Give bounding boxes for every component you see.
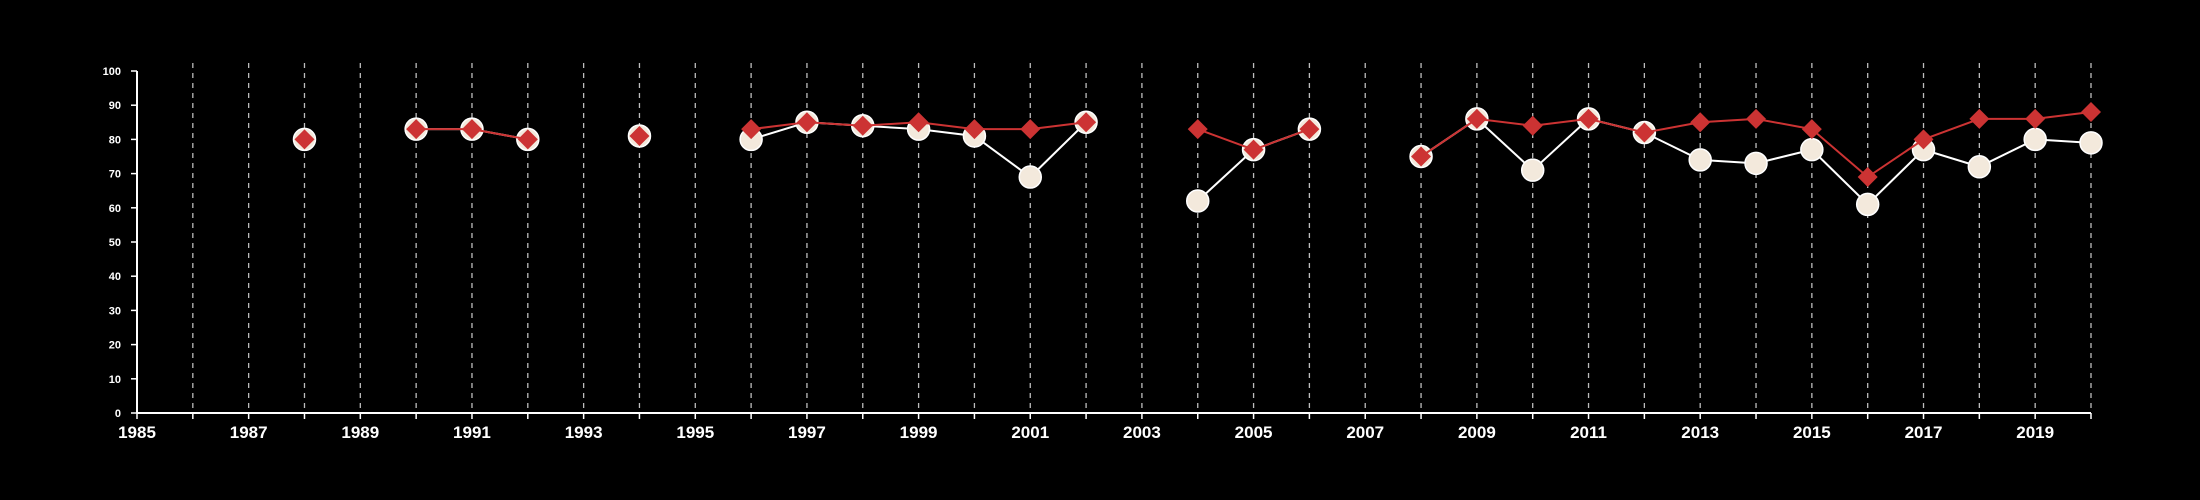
- series-1-point: [1855, 192, 1880, 217]
- y-tick-label: 30: [109, 305, 121, 317]
- series-2-point: [1187, 119, 1208, 140]
- series-2-point: [517, 129, 538, 150]
- series-2-point: [852, 115, 873, 136]
- series-2-point: [2025, 108, 2046, 129]
- series-2-point: [629, 125, 650, 146]
- y-tick-label: 80: [109, 134, 121, 146]
- series-2-point: [1243, 139, 1264, 160]
- series-2-point: [1578, 108, 1599, 129]
- series-2-point: [1522, 115, 1543, 136]
- series-1-point: [1018, 165, 1043, 189]
- series-1-point: [1185, 189, 1210, 213]
- series-1-point: [1520, 158, 1545, 182]
- series-2-point: [294, 129, 315, 150]
- series-2-point: [1857, 167, 1878, 188]
- x-tick-label: 1985: [118, 423, 156, 442]
- x-tick-label: 1989: [341, 423, 379, 442]
- series-2-point: [1020, 119, 1041, 140]
- y-tick-label: 10: [109, 374, 121, 386]
- series-2-point: [1411, 146, 1432, 167]
- series-2-point: [1466, 108, 1487, 129]
- x-tick-label: 1997: [788, 423, 826, 442]
- series-2-point: [1299, 119, 1320, 140]
- x-tick-label: 1993: [565, 423, 603, 442]
- x-tick-label: 2013: [1681, 423, 1719, 442]
- series-2-point: [406, 119, 427, 140]
- y-tick-label: 60: [109, 203, 121, 215]
- y-tick-label: 20: [109, 340, 121, 352]
- x-tick-label: 1995: [676, 423, 714, 442]
- series-1-point: [1800, 137, 1824, 162]
- series-2-point: [908, 112, 929, 133]
- y-tick-label: 100: [103, 66, 121, 78]
- x-tick-label: 1999: [900, 423, 938, 442]
- series-2-point: [461, 119, 482, 140]
- y-tick-label: 40: [109, 271, 121, 283]
- series-1-point: [1744, 151, 1768, 176]
- series-1-point: [1688, 148, 1712, 172]
- series-2-point: [2081, 102, 2101, 123]
- x-tick-label: 2015: [1793, 423, 1831, 442]
- x-tick-label: 1991: [453, 423, 491, 442]
- series-2-point: [1801, 119, 1822, 140]
- x-tick-label: 2003: [1123, 423, 1161, 442]
- y-tick-label: 90: [109, 100, 121, 112]
- series-layer: [292, 102, 2103, 217]
- series-2-point: [1969, 108, 1990, 129]
- x-tick-label: 2009: [1458, 423, 1496, 442]
- series-2-point: [964, 119, 985, 140]
- gridlines: [192, 63, 2092, 413]
- series-2-point: [741, 119, 762, 140]
- series-1-point: [2023, 127, 2047, 152]
- series-2-point: [1634, 122, 1655, 143]
- y-tick-label: 50: [109, 237, 121, 249]
- y-tick-label: 0: [115, 408, 121, 420]
- series-2-point: [1076, 112, 1097, 133]
- x-tick-label: 2007: [1346, 423, 1384, 442]
- axes: [136, 71, 2091, 414]
- x-tick-label: 2017: [1905, 423, 1943, 442]
- series-2-point: [1690, 112, 1711, 133]
- axis-ticks: 1985 1987 1989 1991 1993 1995 1997 1999 2001 2003…: [103, 66, 2092, 442]
- series-2-point: [1913, 129, 1934, 150]
- y-tick-label: 70: [109, 169, 121, 181]
- x-tick-label: 2005: [1235, 423, 1273, 442]
- x-tick-label: 2011: [1570, 423, 1607, 442]
- series-2-point: [796, 112, 817, 133]
- x-tick-label: 1987: [230, 423, 268, 442]
- series-1-point: [1967, 155, 1992, 179]
- series-1-point: [2079, 131, 2103, 155]
- series-2-point: [1746, 108, 1767, 129]
- x-tick-label: 2019: [2016, 423, 2054, 442]
- x-tick-label: 2001: [1011, 423, 1049, 442]
